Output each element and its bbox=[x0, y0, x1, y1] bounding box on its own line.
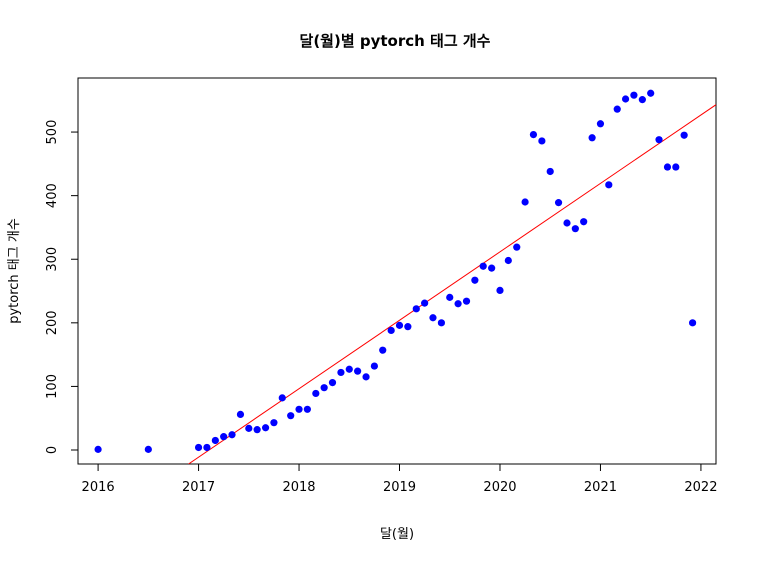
x-tick-label: 2022 bbox=[684, 480, 717, 495]
data-point bbox=[362, 373, 370, 381]
data-point bbox=[320, 384, 328, 392]
data-point bbox=[521, 198, 529, 206]
data-point bbox=[580, 218, 588, 226]
data-point bbox=[379, 346, 387, 354]
data-point bbox=[261, 424, 270, 432]
data-point bbox=[496, 286, 504, 294]
data-point bbox=[488, 264, 496, 272]
data-point bbox=[462, 297, 471, 305]
y-tick-label: 300 bbox=[45, 247, 60, 272]
x-tick-label: 2020 bbox=[483, 480, 516, 495]
data-point bbox=[471, 276, 479, 284]
data-point bbox=[245, 424, 253, 432]
data-point bbox=[638, 96, 646, 104]
x-axis: 2016 2017 2018 2019 2020 2021 2022 bbox=[82, 463, 717, 495]
x-tick-label: 2018 bbox=[282, 480, 315, 495]
data-point bbox=[337, 368, 345, 377]
data-point bbox=[303, 405, 311, 413]
data-point bbox=[588, 134, 596, 142]
data-point bbox=[546, 167, 554, 176]
data-point bbox=[630, 91, 638, 99]
data-point bbox=[345, 365, 353, 373]
y-tick-label: 0 bbox=[45, 446, 60, 454]
data-point bbox=[220, 433, 228, 441]
data-point bbox=[437, 319, 446, 327]
data-point bbox=[328, 379, 337, 387]
data-point bbox=[529, 130, 538, 139]
data-point bbox=[663, 163, 672, 171]
data-point bbox=[621, 95, 630, 103]
data-point bbox=[94, 445, 102, 453]
data-point bbox=[287, 412, 295, 420]
data-point bbox=[421, 299, 429, 307]
data-point bbox=[479, 262, 487, 270]
trend-line bbox=[188, 104, 716, 464]
data-point bbox=[144, 445, 152, 453]
data-point bbox=[236, 410, 245, 418]
data-point bbox=[354, 367, 362, 375]
data-point bbox=[504, 256, 512, 265]
data-point bbox=[446, 293, 454, 301]
data-point bbox=[253, 426, 261, 434]
data-point bbox=[203, 443, 211, 452]
data-point bbox=[395, 321, 404, 329]
data-point bbox=[571, 225, 579, 233]
data-point bbox=[680, 131, 688, 139]
data-point bbox=[404, 323, 412, 331]
data-point bbox=[270, 419, 278, 427]
data-point bbox=[613, 105, 621, 113]
points-group bbox=[94, 89, 697, 453]
x-tick-label: 2019 bbox=[383, 480, 416, 495]
data-point bbox=[228, 431, 236, 439]
data-point bbox=[596, 120, 605, 128]
data-point bbox=[429, 314, 437, 322]
data-point bbox=[655, 136, 663, 144]
data-point bbox=[538, 137, 546, 145]
plot-area bbox=[94, 89, 716, 464]
plot-frame bbox=[77, 77, 717, 465]
y-axis-title: pytorch 태그 개수 bbox=[7, 218, 22, 324]
trend-line-group bbox=[188, 104, 716, 464]
data-point bbox=[278, 394, 286, 402]
x-axis-title: 달(월) bbox=[380, 527, 414, 542]
data-point bbox=[370, 362, 378, 370]
data-point bbox=[454, 300, 462, 308]
y-tick-label: 400 bbox=[45, 183, 60, 208]
data-point bbox=[211, 436, 219, 445]
data-point bbox=[688, 319, 697, 327]
data-point bbox=[312, 389, 320, 398]
x-tick-label: 2017 bbox=[182, 480, 215, 495]
data-point bbox=[647, 89, 655, 97]
y-axis: 0 100 200 300 400 500 bbox=[45, 120, 78, 454]
data-point bbox=[295, 405, 303, 413]
data-point bbox=[513, 243, 521, 251]
data-point bbox=[194, 443, 203, 452]
data-point bbox=[605, 181, 613, 189]
x-tick-label: 2016 bbox=[82, 480, 115, 495]
data-point bbox=[387, 326, 395, 335]
x-tick-label: 2021 bbox=[584, 480, 617, 495]
data-point bbox=[554, 199, 563, 207]
y-tick-label: 200 bbox=[45, 310, 60, 335]
y-tick-label: 100 bbox=[45, 374, 60, 399]
y-tick-label: 500 bbox=[45, 120, 60, 145]
chart-title: 달(월)별 pytorch 태그 개수 bbox=[300, 32, 491, 50]
data-point bbox=[672, 163, 680, 171]
data-point bbox=[563, 219, 571, 227]
data-point bbox=[412, 305, 420, 313]
